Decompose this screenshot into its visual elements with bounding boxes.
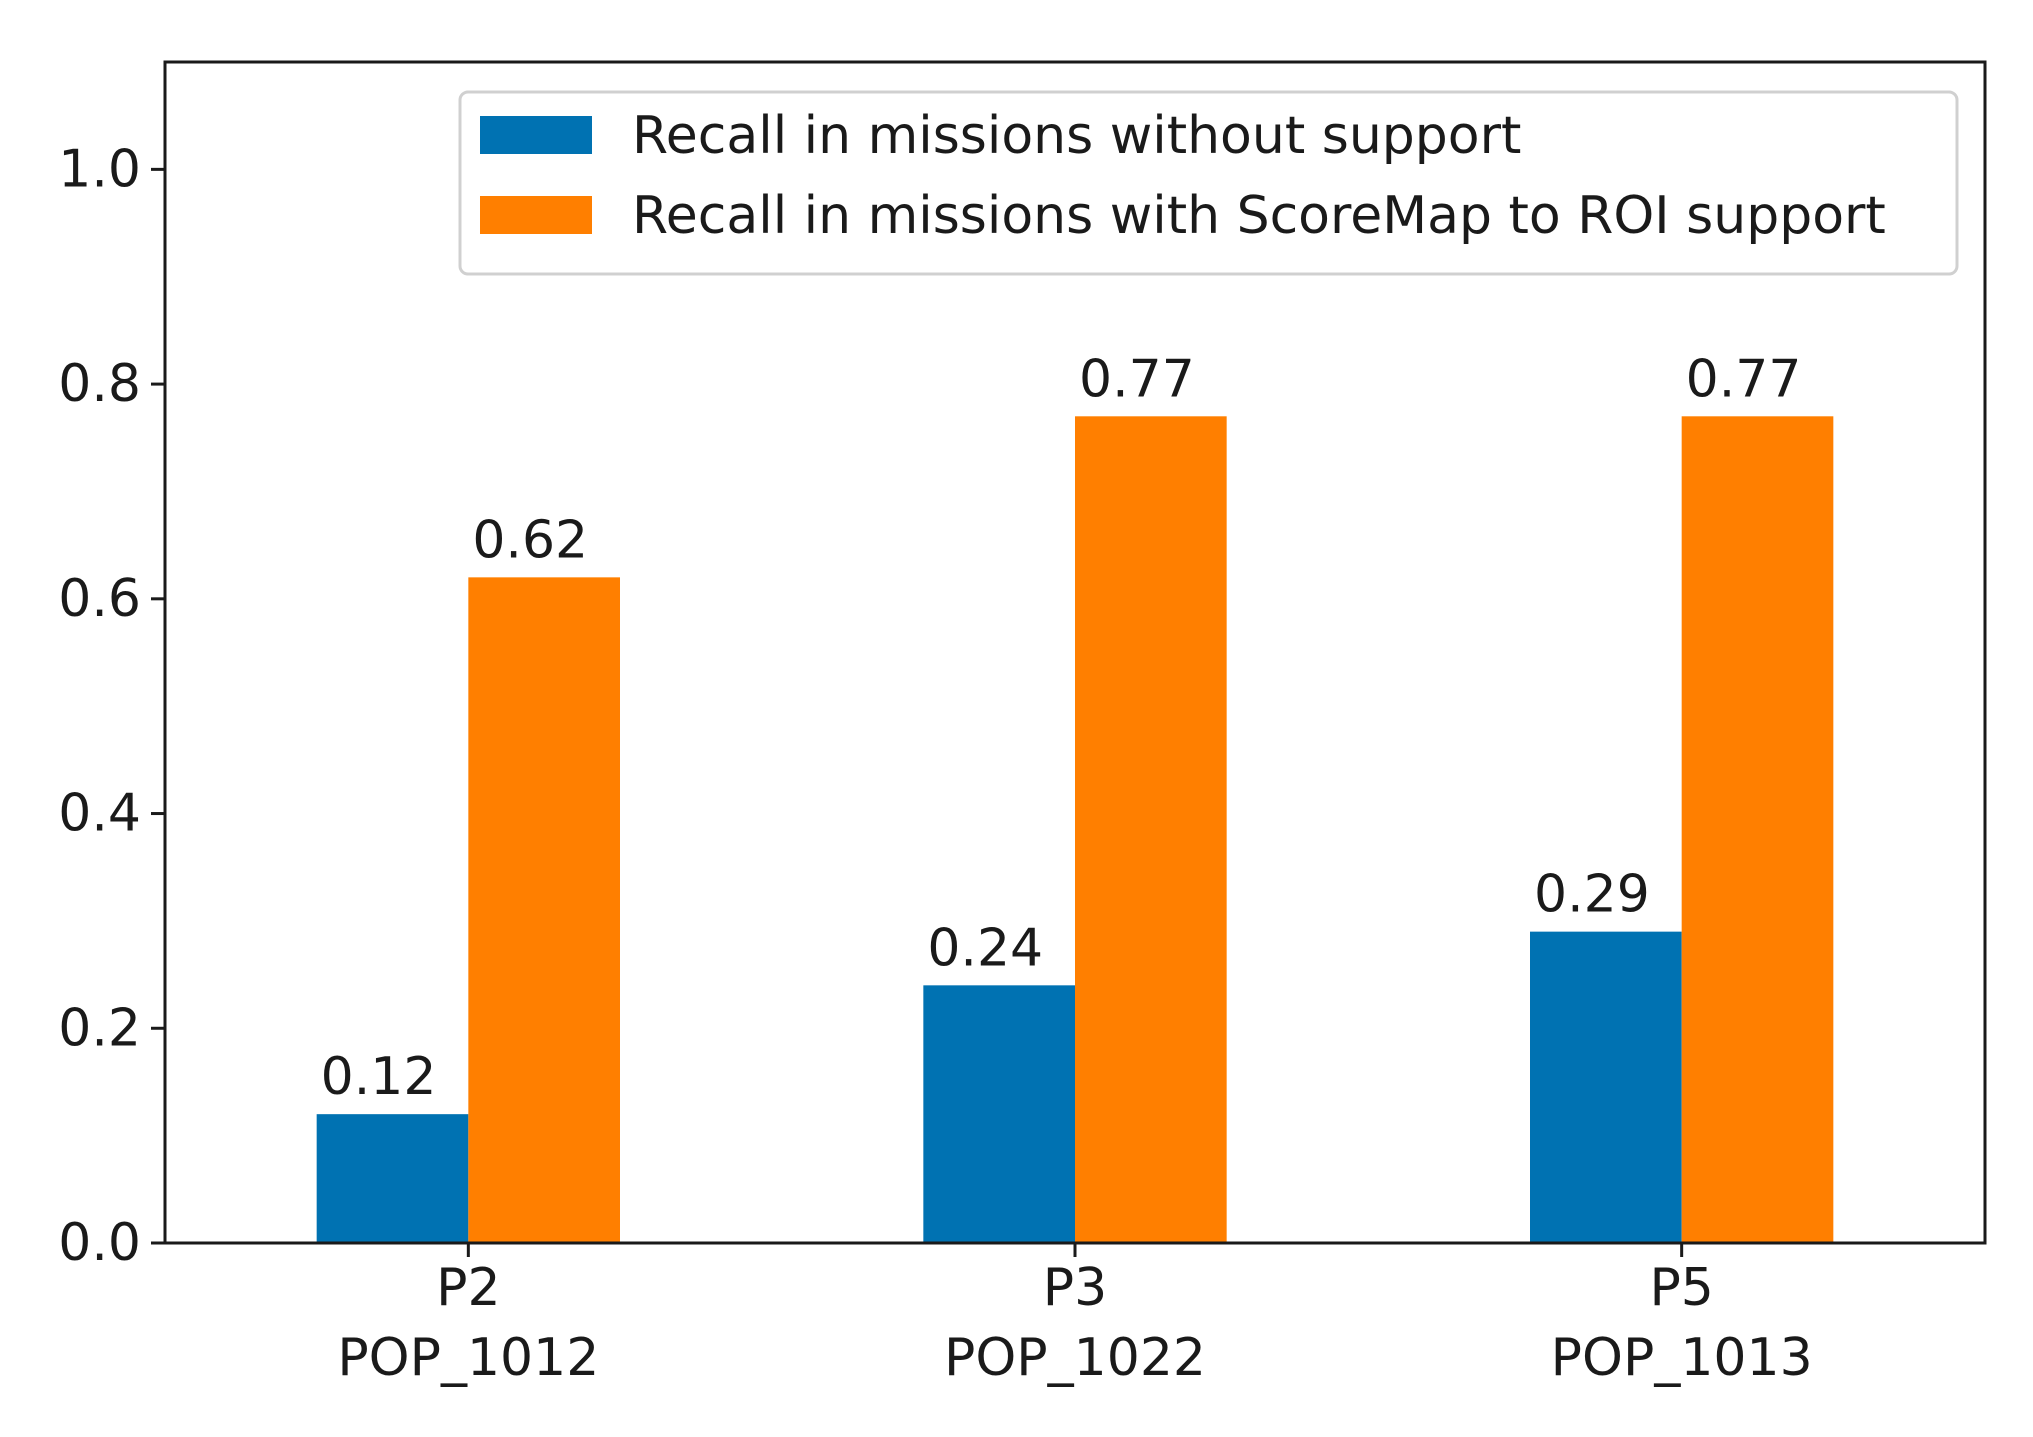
y-tick-label: 0.2 <box>58 998 141 1058</box>
x-tick-label-population: POP_1013 <box>1551 1328 1813 1388</box>
bar-value-labels: 0.12 0.62 0.24 0.77 0.29 0.77 <box>321 349 1802 1107</box>
bar-without-support-p3 <box>923 985 1075 1243</box>
legend-label: Recall in missions without support <box>632 106 1521 166</box>
plot-frame <box>163 60 1987 1245</box>
x-tick-label-population: POP_1022 <box>944 1328 1206 1388</box>
bar-with-support-p3 <box>1075 416 1227 1243</box>
y-tick-label: 0.4 <box>58 784 141 844</box>
legend-label: Recall in missions with ScoreMap to ROI … <box>632 186 1886 246</box>
y-tick-label: 0.6 <box>58 569 141 629</box>
bar-value-label: 0.24 <box>927 918 1043 978</box>
legend-box <box>458 90 1959 276</box>
bar-with-support-p5 <box>1681 416 1834 1243</box>
bars-layer <box>316 416 1834 1243</box>
y-tick-label: 0.8 <box>58 354 141 414</box>
bar-without-support-p5 <box>1530 931 1682 1243</box>
x-tick-label-population: POP_1012 <box>337 1328 599 1388</box>
x-tick-label-participant: P5 <box>1649 1258 1713 1318</box>
bar-value-label: 0.29 <box>1534 865 1650 925</box>
bar-with-support-p2 <box>468 577 620 1243</box>
x-axis: P2 POP_1012 P3 POP_1022 P5 POP_1013 <box>337 1243 1813 1388</box>
bar-value-label: 0.62 <box>472 510 588 570</box>
x-tick-label-participant: P3 <box>1043 1258 1107 1318</box>
bar-without-support-p2 <box>316 1114 469 1243</box>
y-tick-label: 0.0 <box>58 1213 141 1273</box>
y-tick-label: 1.0 <box>58 139 141 199</box>
legend: Recall in missions without support Recall… <box>458 90 1959 276</box>
x-tick-label-participant: P2 <box>436 1258 500 1318</box>
bar-value-label: 0.12 <box>321 1047 437 1107</box>
bar-value-label: 0.77 <box>1079 349 1195 409</box>
bar-value-label: 0.77 <box>1686 349 1802 409</box>
legend-swatch <box>480 196 592 234</box>
y-axis: 0.0 0.2 0.4 0.6 0.8 1.0 <box>58 139 165 1273</box>
legend-swatch <box>480 116 592 154</box>
